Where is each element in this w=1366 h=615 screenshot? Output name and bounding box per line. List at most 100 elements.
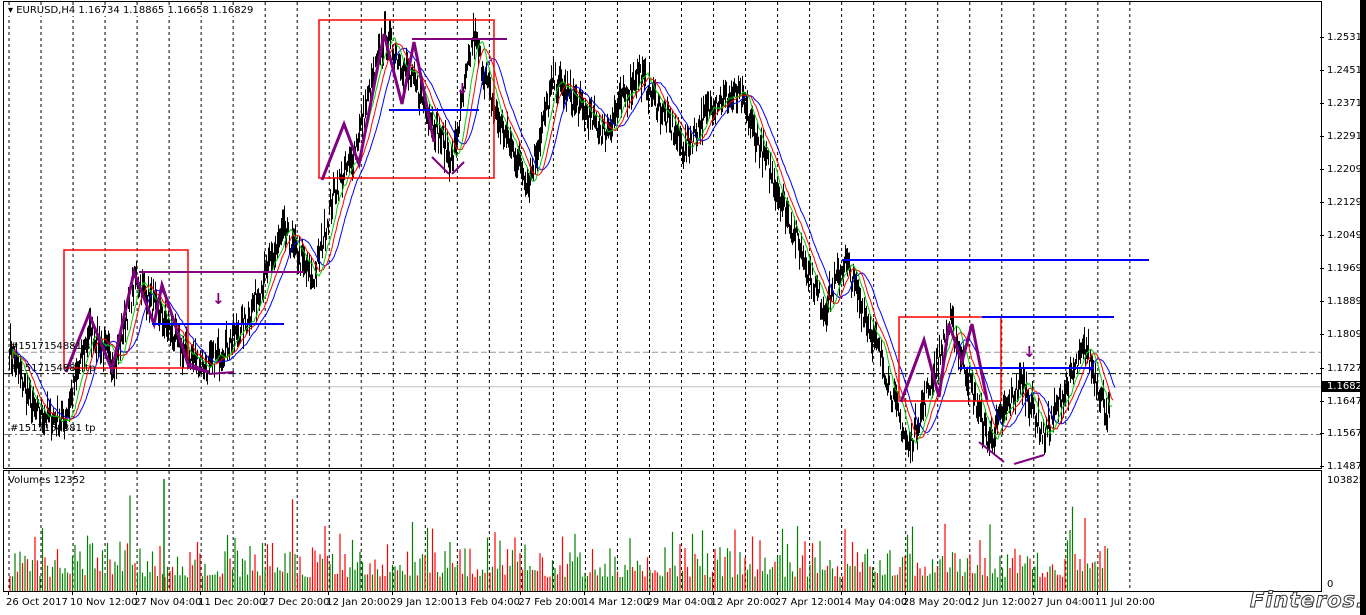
time-label: 29 Jan 12:00 (390, 597, 454, 608)
price-tick (1320, 268, 1324, 270)
price-label: 1.19690 (1327, 263, 1366, 275)
time-tick (1096, 591, 1098, 595)
pattern-box (318, 19, 495, 179)
time-label: 14 Mar 12:00 (582, 597, 650, 608)
time-tick (776, 591, 778, 595)
moving-average-mid (12, 42, 1114, 439)
time-label: 27 Feb 20:00 (518, 597, 584, 608)
pattern-zigzag (320, 33, 436, 181)
price-tick (1320, 169, 1324, 171)
price-tick (1320, 433, 1324, 435)
time-tick (712, 591, 714, 595)
chart-symbol-info: ▾ EURUSD,H4 1.16734 1.18865 1.16658 1.16… (8, 5, 254, 16)
price-chart-pane[interactable]: ↓ ↓ ↓ (3, 1, 1322, 469)
time-label: 12 Jun 12:00 (966, 597, 1031, 608)
price-label: 1.16470 (1327, 395, 1366, 407)
time-tick (584, 591, 586, 595)
price-tick (1320, 69, 1324, 71)
order-label: #1517154881 tp (10, 423, 96, 435)
price-label: 1.23710 (1327, 97, 1366, 109)
time-tick (904, 591, 906, 595)
pattern-bottom-line (431, 156, 450, 175)
volume-max-label: 103825 (1327, 475, 1366, 486)
pattern-bottom-line (208, 371, 235, 375)
time-tick (840, 591, 842, 595)
price-label: 1.20490 (1327, 230, 1366, 242)
time-label: 11 Dec 20:00 (198, 597, 266, 608)
down-arrow-icon: ↓ (212, 290, 225, 308)
time-tick (392, 591, 394, 595)
time-label: 29 Mar 04:00 (646, 597, 714, 608)
time-label: 14 May 04:00 (838, 597, 908, 608)
order-label: #1517154881 tp (10, 362, 96, 374)
time-tick (456, 591, 458, 595)
current-price-label: 1.16829 (1322, 380, 1366, 392)
time-tick (136, 591, 138, 595)
time-label: 28 May 20:00 (902, 597, 972, 608)
down-arrow-icon: ↓ (1023, 343, 1036, 361)
time-label: 12 Apr 20:00 (710, 597, 776, 608)
price-tick (1320, 333, 1324, 335)
pattern-zigzag (64, 266, 210, 375)
price-label: 1.14870 (1327, 461, 1366, 473)
down-arrow-icon: ↓ (456, 80, 469, 98)
volume-pane[interactable] (3, 470, 1322, 592)
watermark-logo: Finteros.ru (1249, 588, 1366, 613)
time-label: 12 Jan 20:00 (326, 597, 390, 608)
order-label: #1517154881 s (10, 341, 91, 353)
pattern-bottom-line (185, 361, 210, 373)
price-tick (1320, 102, 1324, 104)
moving-average-fast (11, 37, 1113, 444)
price-tick (1320, 135, 1324, 137)
price-tick (1320, 202, 1324, 204)
price-label: 1.25310 (1327, 32, 1366, 43)
volume-min-label: 0 (1327, 579, 1334, 590)
time-tick (968, 591, 970, 595)
time-label: 11 Jul 20:00 (1094, 597, 1155, 608)
pattern-bottom-line (1013, 454, 1045, 465)
pattern-bottom-line (978, 441, 1005, 463)
price-label: 1.24510 (1327, 64, 1366, 76)
price-chart-svg: ↓ ↓ ↓ (4, 2, 1321, 468)
time-label: 27 Jun 04:00 (1030, 597, 1095, 608)
time-tick (72, 591, 74, 595)
price-tick (1320, 37, 1324, 38)
price-label: 1.21290 (1327, 197, 1366, 209)
window-edge (1360, 0, 1366, 615)
pattern-zigzag (899, 323, 989, 403)
price-label: 1.18890 (1327, 296, 1366, 308)
price-label: 1.22090 (1327, 164, 1366, 176)
price-label: 1.17270 (1327, 362, 1366, 374)
pattern-bottom-line (451, 161, 465, 175)
time-tick (264, 591, 266, 595)
price-bars (9, 11, 1110, 464)
volume-bars-up (11, 495, 1109, 591)
volume-label: Volumes 12352 (8, 475, 86, 486)
time-tick (520, 591, 522, 595)
time-label: 27 Nov 04:00 (134, 597, 202, 608)
time-tick (200, 591, 202, 595)
price-tick (1320, 466, 1324, 468)
time-tick (328, 591, 330, 595)
moving-average-slow (14, 47, 1116, 434)
time-label: 27 Apr 12:00 (774, 597, 840, 608)
price-tick (1320, 367, 1324, 369)
time-label: 26 Oct 2017 (6, 597, 68, 608)
price-label: 1.22910 (1327, 130, 1366, 142)
time-label: 27 Dec 20:00 (262, 597, 330, 608)
time-label: 10 Nov 12:00 (70, 597, 138, 608)
time-tick (8, 591, 9, 595)
price-tick (1320, 400, 1324, 402)
price-label: 1.15670 (1327, 428, 1366, 440)
price-tick (1320, 235, 1324, 237)
pattern-box (898, 316, 1002, 402)
time-label: 13 Feb 04:00 (454, 597, 520, 608)
time-tick (648, 591, 650, 595)
volume-bars-down (9, 499, 1106, 591)
price-tick (1320, 301, 1324, 303)
price-label: 1.18090 (1327, 328, 1366, 340)
volume-chart-svg (8, 471, 1131, 591)
triangle-down-icon[interactable]: ▾ (8, 5, 14, 16)
pattern-box (63, 249, 189, 369)
